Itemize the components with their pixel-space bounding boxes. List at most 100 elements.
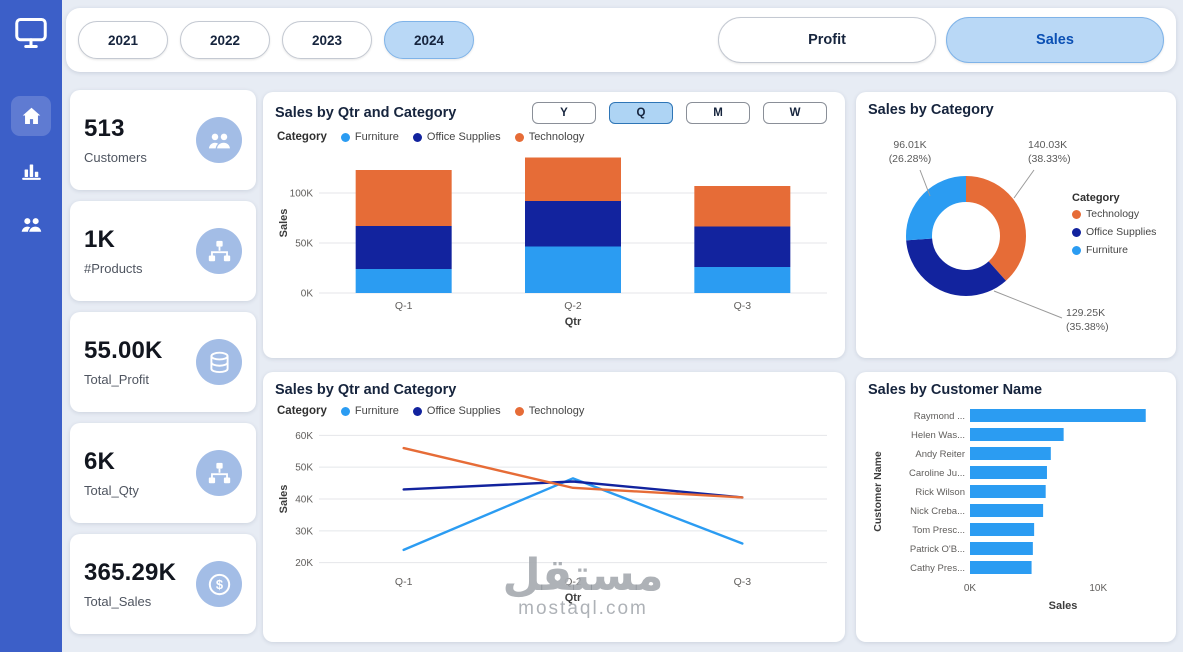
stacked-chart-legend: Category Furniture Office Supplies Technolo…: [277, 131, 833, 143]
svg-text:Q-3: Q-3: [734, 300, 752, 312]
svg-text:$: $: [215, 577, 222, 592]
legend-item-furniture[interactable]: Furniture: [340, 131, 399, 143]
svg-text:30K: 30K: [295, 526, 313, 537]
sales-filter-button[interactable]: Sales: [946, 17, 1164, 63]
svg-text:129.25K: 129.25K: [1066, 307, 1105, 319]
kpi-column: 513 Customers 1K #Products 55.00K Total_Profi…: [70, 90, 256, 634]
bar-segment-Q-1-furniture[interactable]: [355, 269, 452, 293]
line-series-furniture[interactable]: [402, 477, 744, 552]
legend-label: Furniture: [1086, 244, 1129, 256]
svg-text:40K: 40K: [295, 495, 313, 506]
bar-segment-Q-2-technology[interactable]: [525, 157, 621, 202]
kpi-card-total-profit: 55.00K Total_Profit: [70, 312, 256, 412]
legend-item-furniture[interactable]: Furniture: [1072, 244, 1172, 256]
year-button-2021[interactable]: 2021: [78, 21, 168, 59]
svg-text:Tom Presc...: Tom Presc...: [912, 525, 965, 536]
year-button-2023[interactable]: 2023: [282, 21, 372, 59]
home-icon: [22, 107, 40, 124]
legend-label: Technology: [1086, 208, 1140, 220]
svg-text:Caroline Ju...: Caroline Ju...: [909, 468, 965, 479]
customer-bar-6[interactable]: [970, 504, 1044, 517]
bar-segment-Q-3-technology[interactable]: [694, 186, 791, 227]
bar-segment-Q-2-furniture[interactable]: [525, 246, 621, 294]
legend-item-office-supplies[interactable]: Office Supplies: [1072, 226, 1172, 238]
kpi-value: 55.00K: [84, 337, 163, 364]
kpi-icon-badge: [196, 228, 242, 274]
svg-text:Cathy Pres...: Cathy Pres...: [910, 563, 965, 574]
bar-chart-icon: [21, 163, 41, 180]
svg-text:Q-2: Q-2: [564, 576, 582, 588]
period-button-m[interactable]: M: [686, 102, 750, 124]
customer-bar-3[interactable]: [970, 447, 1051, 460]
year-filter-group: 2021 2022 2023 2024: [78, 21, 474, 59]
app-logo: [8, 10, 54, 56]
svg-text:Andy Reiter: Andy Reiter: [915, 449, 965, 460]
svg-text:(35.38%): (35.38%): [1066, 321, 1109, 333]
customer-bar-1[interactable]: [970, 409, 1146, 422]
customer-bar-8[interactable]: [970, 542, 1033, 555]
kpi-icon-badge: [196, 339, 242, 385]
monitor-icon: [15, 18, 47, 48]
legend-dot: [1072, 209, 1081, 219]
legend-item-technology[interactable]: Technology: [514, 405, 584, 417]
kpi-card-total-qty: 6K Total_Qty: [70, 423, 256, 523]
donut-slice-office-supplies[interactable]: [906, 176, 1026, 296]
kpi-icon-badge: [196, 450, 242, 496]
period-button-y[interactable]: Y: [532, 102, 596, 124]
legend-label: Office Supplies: [1086, 226, 1157, 238]
customer-bar-chart: Raymond ... Helen Was... Andy Reiter Caroli…: [872, 409, 1146, 612]
kpi-icon-badge: $: [196, 561, 242, 607]
svg-text:Rick Wilson: Rick Wilson: [915, 487, 965, 498]
customer-bar-4[interactable]: [970, 466, 1047, 479]
svg-text:(26.28%): (26.28%): [889, 153, 932, 165]
sidebar-item-bar-chart[interactable]: [11, 150, 51, 190]
year-button-2022[interactable]: 2022: [180, 21, 270, 59]
legend-item-technology[interactable]: Technology: [514, 131, 584, 143]
sidebar: [0, 0, 62, 652]
quantity-icon: [208, 462, 230, 483]
bar-segment-Q-2-office-supplies[interactable]: [525, 201, 621, 247]
legend-item-technology[interactable]: Technology: [1072, 208, 1172, 220]
svg-text:96.01K: 96.01K: [893, 139, 926, 151]
bar-segment-Q-1-technology[interactable]: [355, 170, 452, 226]
svg-text:100K: 100K: [290, 189, 314, 200]
legend-label: Furniture: [354, 131, 399, 143]
svg-text:50K: 50K: [295, 463, 313, 474]
kpi-card-customers: 513 Customers: [70, 90, 256, 190]
kpi-value: 513: [84, 115, 125, 142]
customer-bar-7[interactable]: [970, 523, 1035, 536]
svg-text:Q-3: Q-3: [734, 576, 752, 588]
customer-bar-2[interactable]: [970, 428, 1064, 441]
year-button-2024[interactable]: 2024: [384, 21, 474, 59]
kpi-icon-badge: [196, 117, 242, 163]
profit-filter-button[interactable]: Profit: [718, 17, 936, 63]
filter-bar: 2021 2022 2023 2024 Profit Sales: [66, 8, 1176, 72]
customer-bar-5[interactable]: [970, 485, 1046, 498]
sidebar-item-users[interactable]: [11, 204, 51, 244]
period-button-w[interactable]: W: [763, 102, 827, 124]
bar-segment-Q-3-furniture[interactable]: [694, 267, 791, 293]
kpi-value: 1K: [84, 226, 116, 253]
donut-slice-furniture[interactable]: [906, 176, 1026, 296]
line-series-office-supplies[interactable]: [402, 480, 744, 499]
period-button-q[interactable]: Q: [609, 102, 673, 124]
measure-filter-group: Profit Sales: [718, 17, 1164, 63]
kpi-value: 365.29K: [84, 559, 177, 586]
line-series-technology[interactable]: [402, 446, 744, 499]
legend-item-furniture[interactable]: Furniture: [340, 405, 399, 417]
legend-dot: [514, 406, 524, 416]
legend-label: Office Supplies: [426, 131, 501, 143]
svg-text:Customer Name: Customer Name: [872, 451, 884, 532]
donut-chart-title: Sales by Category: [868, 102, 994, 118]
customer-bar-9[interactable]: [970, 561, 1032, 574]
svg-text:10K: 10K: [1089, 583, 1107, 594]
legend-item-office-supplies[interactable]: Office Supplies: [412, 131, 501, 143]
sidebar-item-home[interactable]: [11, 96, 51, 136]
legend-dot: [340, 406, 350, 416]
svg-text:Qtr: Qtr: [565, 316, 582, 328]
bar-segment-Q-3-office-supplies[interactable]: [694, 226, 791, 268]
bar-segment-Q-1-office-supplies[interactable]: [355, 226, 452, 269]
legend-item-office-supplies[interactable]: Office Supplies: [412, 405, 501, 417]
